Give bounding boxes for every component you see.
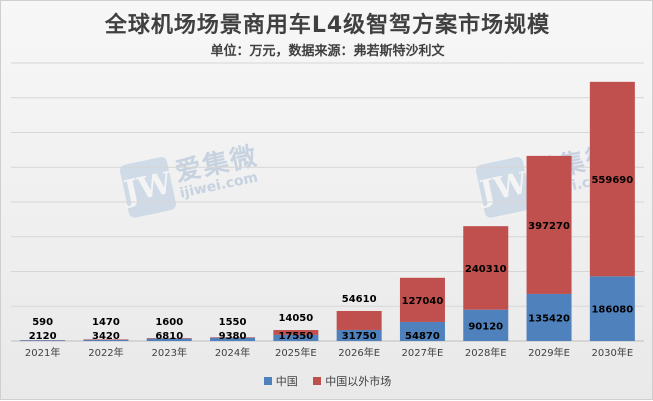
data-label-overseas: 1470	[92, 317, 120, 328]
bar-overseas	[337, 311, 382, 330]
data-label-overseas: 559690	[591, 175, 633, 186]
legend-swatch-china	[264, 377, 272, 385]
legend-label-overseas: 中国以外市场	[325, 373, 391, 389]
data-label-overseas: 1550	[219, 317, 247, 328]
data-label-china: 3420	[92, 331, 120, 342]
legend-label-china: 中国	[276, 373, 298, 389]
data-label-overseas: 590	[32, 317, 53, 328]
legend: 中国 中国以外市场	[1, 373, 653, 389]
data-label-china: 186080	[591, 305, 633, 316]
data-label-overseas: 127040	[402, 296, 444, 307]
x-tick-label: 2030年E	[591, 346, 633, 359]
data-label-overseas: 240310	[465, 264, 507, 275]
data-label-china: 9380	[219, 331, 247, 342]
x-tick-label: 2024年	[215, 346, 250, 359]
data-label-overseas: 397270	[528, 221, 570, 232]
data-label-china: 2120	[29, 331, 57, 342]
data-label-china: 54870	[405, 331, 440, 342]
x-tick-label: 2022年	[88, 346, 123, 359]
data-label-china: 6810	[155, 331, 183, 342]
data-label-china: 135420	[528, 313, 570, 324]
data-label-overseas: 54610	[342, 294, 377, 305]
data-label-china: 31750	[342, 331, 377, 342]
x-tick-label: 2029年E	[528, 346, 570, 359]
x-tick-label: 2021年	[25, 346, 60, 359]
x-tick-label: 2026年E	[338, 346, 380, 359]
x-tick-label: 2028年E	[465, 346, 507, 359]
data-label-china: 90120	[468, 321, 503, 332]
x-tick-label: 2025年E	[275, 346, 317, 359]
legend-item-china: 中国	[264, 373, 298, 389]
x-tick-label: 2023年	[152, 346, 187, 359]
x-tick-label: 2027年E	[402, 346, 444, 359]
data-label-china: 17550	[278, 331, 313, 342]
legend-item-overseas: 中国以外市场	[313, 373, 391, 389]
legend-swatch-overseas	[313, 377, 321, 385]
data-label-overseas: 14050	[278, 313, 313, 324]
data-label-overseas: 1600	[155, 317, 183, 328]
